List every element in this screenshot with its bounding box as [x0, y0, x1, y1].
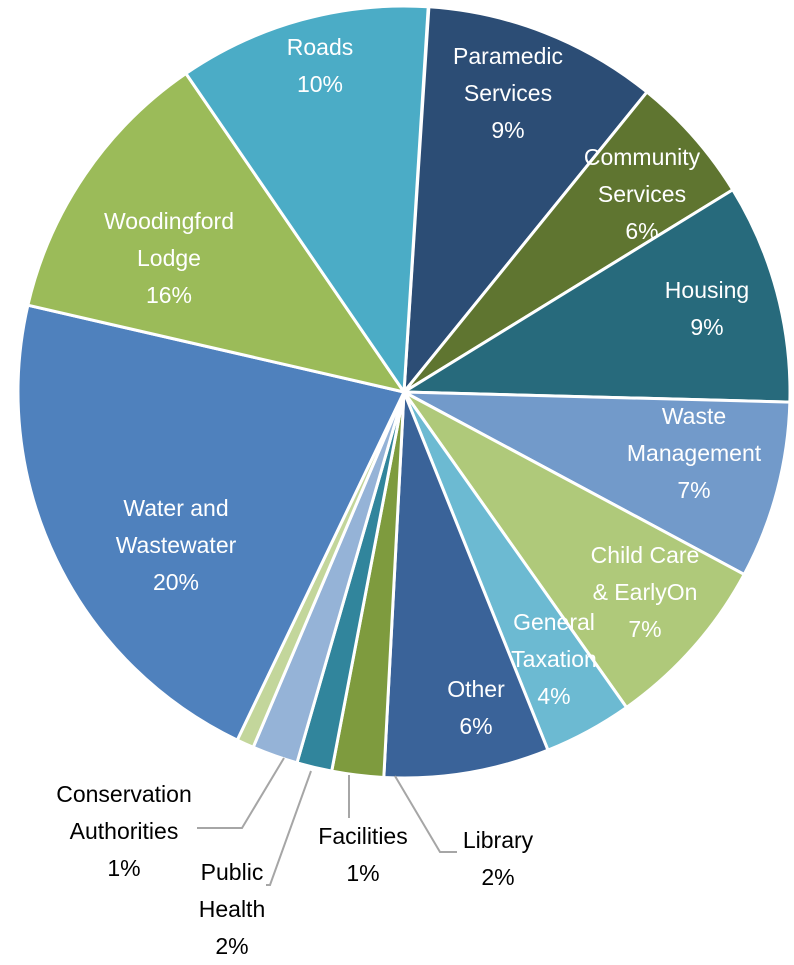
pie-slice-water-and-wastewater — [16, 303, 406, 742]
slice-percent: 1% — [107, 855, 140, 881]
slice-name-line: Lodge — [137, 245, 201, 271]
pie-slice-waste-management — [402, 390, 792, 576]
slice-name-line: Waste — [662, 403, 726, 429]
slice-name-line: Paramedic — [453, 43, 563, 69]
slice-label-roads: Roads 10% — [287, 34, 353, 97]
slice-label-public-health: Public Health 2% — [199, 859, 265, 959]
leader-lines — [197, 757, 457, 886]
slice-name-line: Authorities — [70, 818, 179, 844]
slice-percent: 6% — [625, 218, 658, 244]
slice-labels: Paramedic Services 9% Community Services 6% Ho… — [56, 34, 761, 959]
slice-name-line: Wastewater — [116, 532, 237, 558]
slice-name-line: Facilities — [318, 823, 407, 849]
slice-name-line: Services — [598, 181, 686, 207]
slice-name-line: Health — [199, 896, 265, 922]
slice-percent: 16% — [146, 282, 192, 308]
slice-label-child-care-and-earlyon: Child Care & EarlyOn 7% — [591, 542, 700, 642]
slice-percent: 1% — [346, 860, 379, 886]
pie-slice-other — [382, 390, 550, 780]
slice-percent: 10% — [297, 71, 343, 97]
slice-percent: 2% — [481, 864, 514, 890]
slice-name-line: Taxation — [511, 646, 597, 672]
pie-slice-woodingford-lodge — [26, 72, 406, 394]
slice-name-line: Management — [627, 440, 762, 466]
slice-name-line: Child Care — [591, 542, 700, 568]
slice-name-line: Housing — [665, 277, 749, 303]
slice-percent: 4% — [537, 683, 570, 709]
slice-name-line: Roads — [287, 34, 353, 60]
slice-label-housing: Housing 9% — [665, 277, 749, 340]
slice-name-line: & EarlyOn — [593, 579, 698, 605]
slice-label-other: Other 6% — [447, 676, 505, 739]
slice-name-line: Services — [464, 80, 552, 106]
slice-name-line: General — [513, 609, 595, 635]
slice-label-paramedic-services: Paramedic Services 9% — [453, 43, 563, 143]
pie-slice-child-care-and-earlyon — [402, 390, 746, 709]
slice-name-line: Conservation — [56, 781, 192, 807]
slice-name-line: Woodingford — [104, 208, 234, 234]
slice-percent: 6% — [459, 713, 492, 739]
slice-label-conservation-authorities: Conservation Authorities 1% — [56, 781, 192, 881]
slice-label-library: Library 2% — [463, 827, 534, 890]
slice-label-waste-management: Waste Management 7% — [627, 403, 762, 503]
slice-name-line: Public — [201, 859, 264, 885]
slice-percent: 9% — [491, 117, 524, 143]
pie-slice-paramedic-services — [402, 5, 649, 394]
slice-name-line: Water and — [123, 495, 228, 521]
leader-line-library — [394, 775, 457, 853]
slice-name-line: Library — [463, 827, 534, 853]
slice-label-water-and-wastewater: Water and Wastewater 20% — [116, 495, 237, 595]
slice-name-line: Other — [447, 676, 505, 702]
slice-label-woodingford-lodge: Woodingford Lodge 16% — [104, 208, 234, 308]
slice-percent: 9% — [690, 314, 723, 340]
leader-line-conservation-authorities — [197, 757, 285, 829]
slice-percent: 7% — [677, 477, 710, 503]
slice-name-line: Community — [584, 144, 701, 170]
slice-percent: 2% — [215, 933, 248, 959]
slice-percent: 7% — [628, 616, 661, 642]
slice-label-community-services: Community Services 6% — [584, 144, 701, 244]
pie-slices — [16, 4, 792, 780]
pie-slice-roads — [184, 4, 430, 394]
slice-percent: 20% — [153, 569, 199, 595]
leader-line-public-health — [266, 770, 312, 886]
pie-slice-housing — [402, 188, 792, 404]
slice-label-facilities: Facilities 1% — [318, 823, 407, 886]
slice-label-general-taxation: General Taxation 4% — [511, 609, 597, 709]
